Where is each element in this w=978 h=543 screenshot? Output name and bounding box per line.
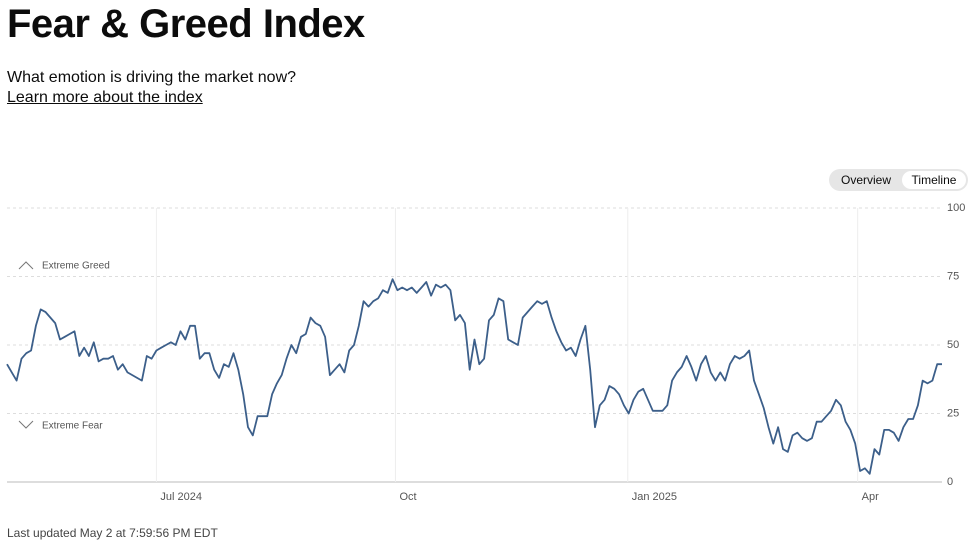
y-tick-label: 50 bbox=[947, 339, 959, 351]
line-series bbox=[6, 278, 942, 475]
subtitle: What emotion is driving the market now? bbox=[7, 69, 297, 86]
x-tick-label: Oct bbox=[399, 491, 416, 503]
chart: Extreme Greed Extreme Fear 0 25 50 75 100 Jul… bbox=[6, 202, 965, 503]
y-tick-label: 100 bbox=[947, 202, 965, 214]
page-title: Fear & Greed Index bbox=[7, 2, 365, 46]
last-updated: Last updated May 2 at 7:59:56 PM EDT bbox=[7, 526, 218, 540]
annotation: Extreme Greed bbox=[42, 261, 110, 272]
timeline-button[interactable]: Timeline bbox=[902, 171, 966, 189]
view-toggle: Overview Timeline bbox=[829, 169, 968, 191]
x-tick-label: Apr bbox=[862, 491, 879, 503]
y-tick-label: 25 bbox=[947, 407, 959, 419]
learn-more-link[interactable]: Learn more about the index bbox=[7, 89, 203, 106]
x-tick-label: Jan 2025 bbox=[632, 491, 677, 503]
greed-icon bbox=[18, 261, 34, 270]
fear-icon bbox=[18, 420, 34, 429]
annotation: Extreme Fear bbox=[42, 421, 103, 432]
y-tick-label: 0 bbox=[947, 476, 953, 488]
x-tick-label: Jul 2024 bbox=[160, 491, 202, 503]
y-tick-label: 75 bbox=[947, 270, 959, 282]
overview-button[interactable]: Overview bbox=[840, 173, 891, 187]
